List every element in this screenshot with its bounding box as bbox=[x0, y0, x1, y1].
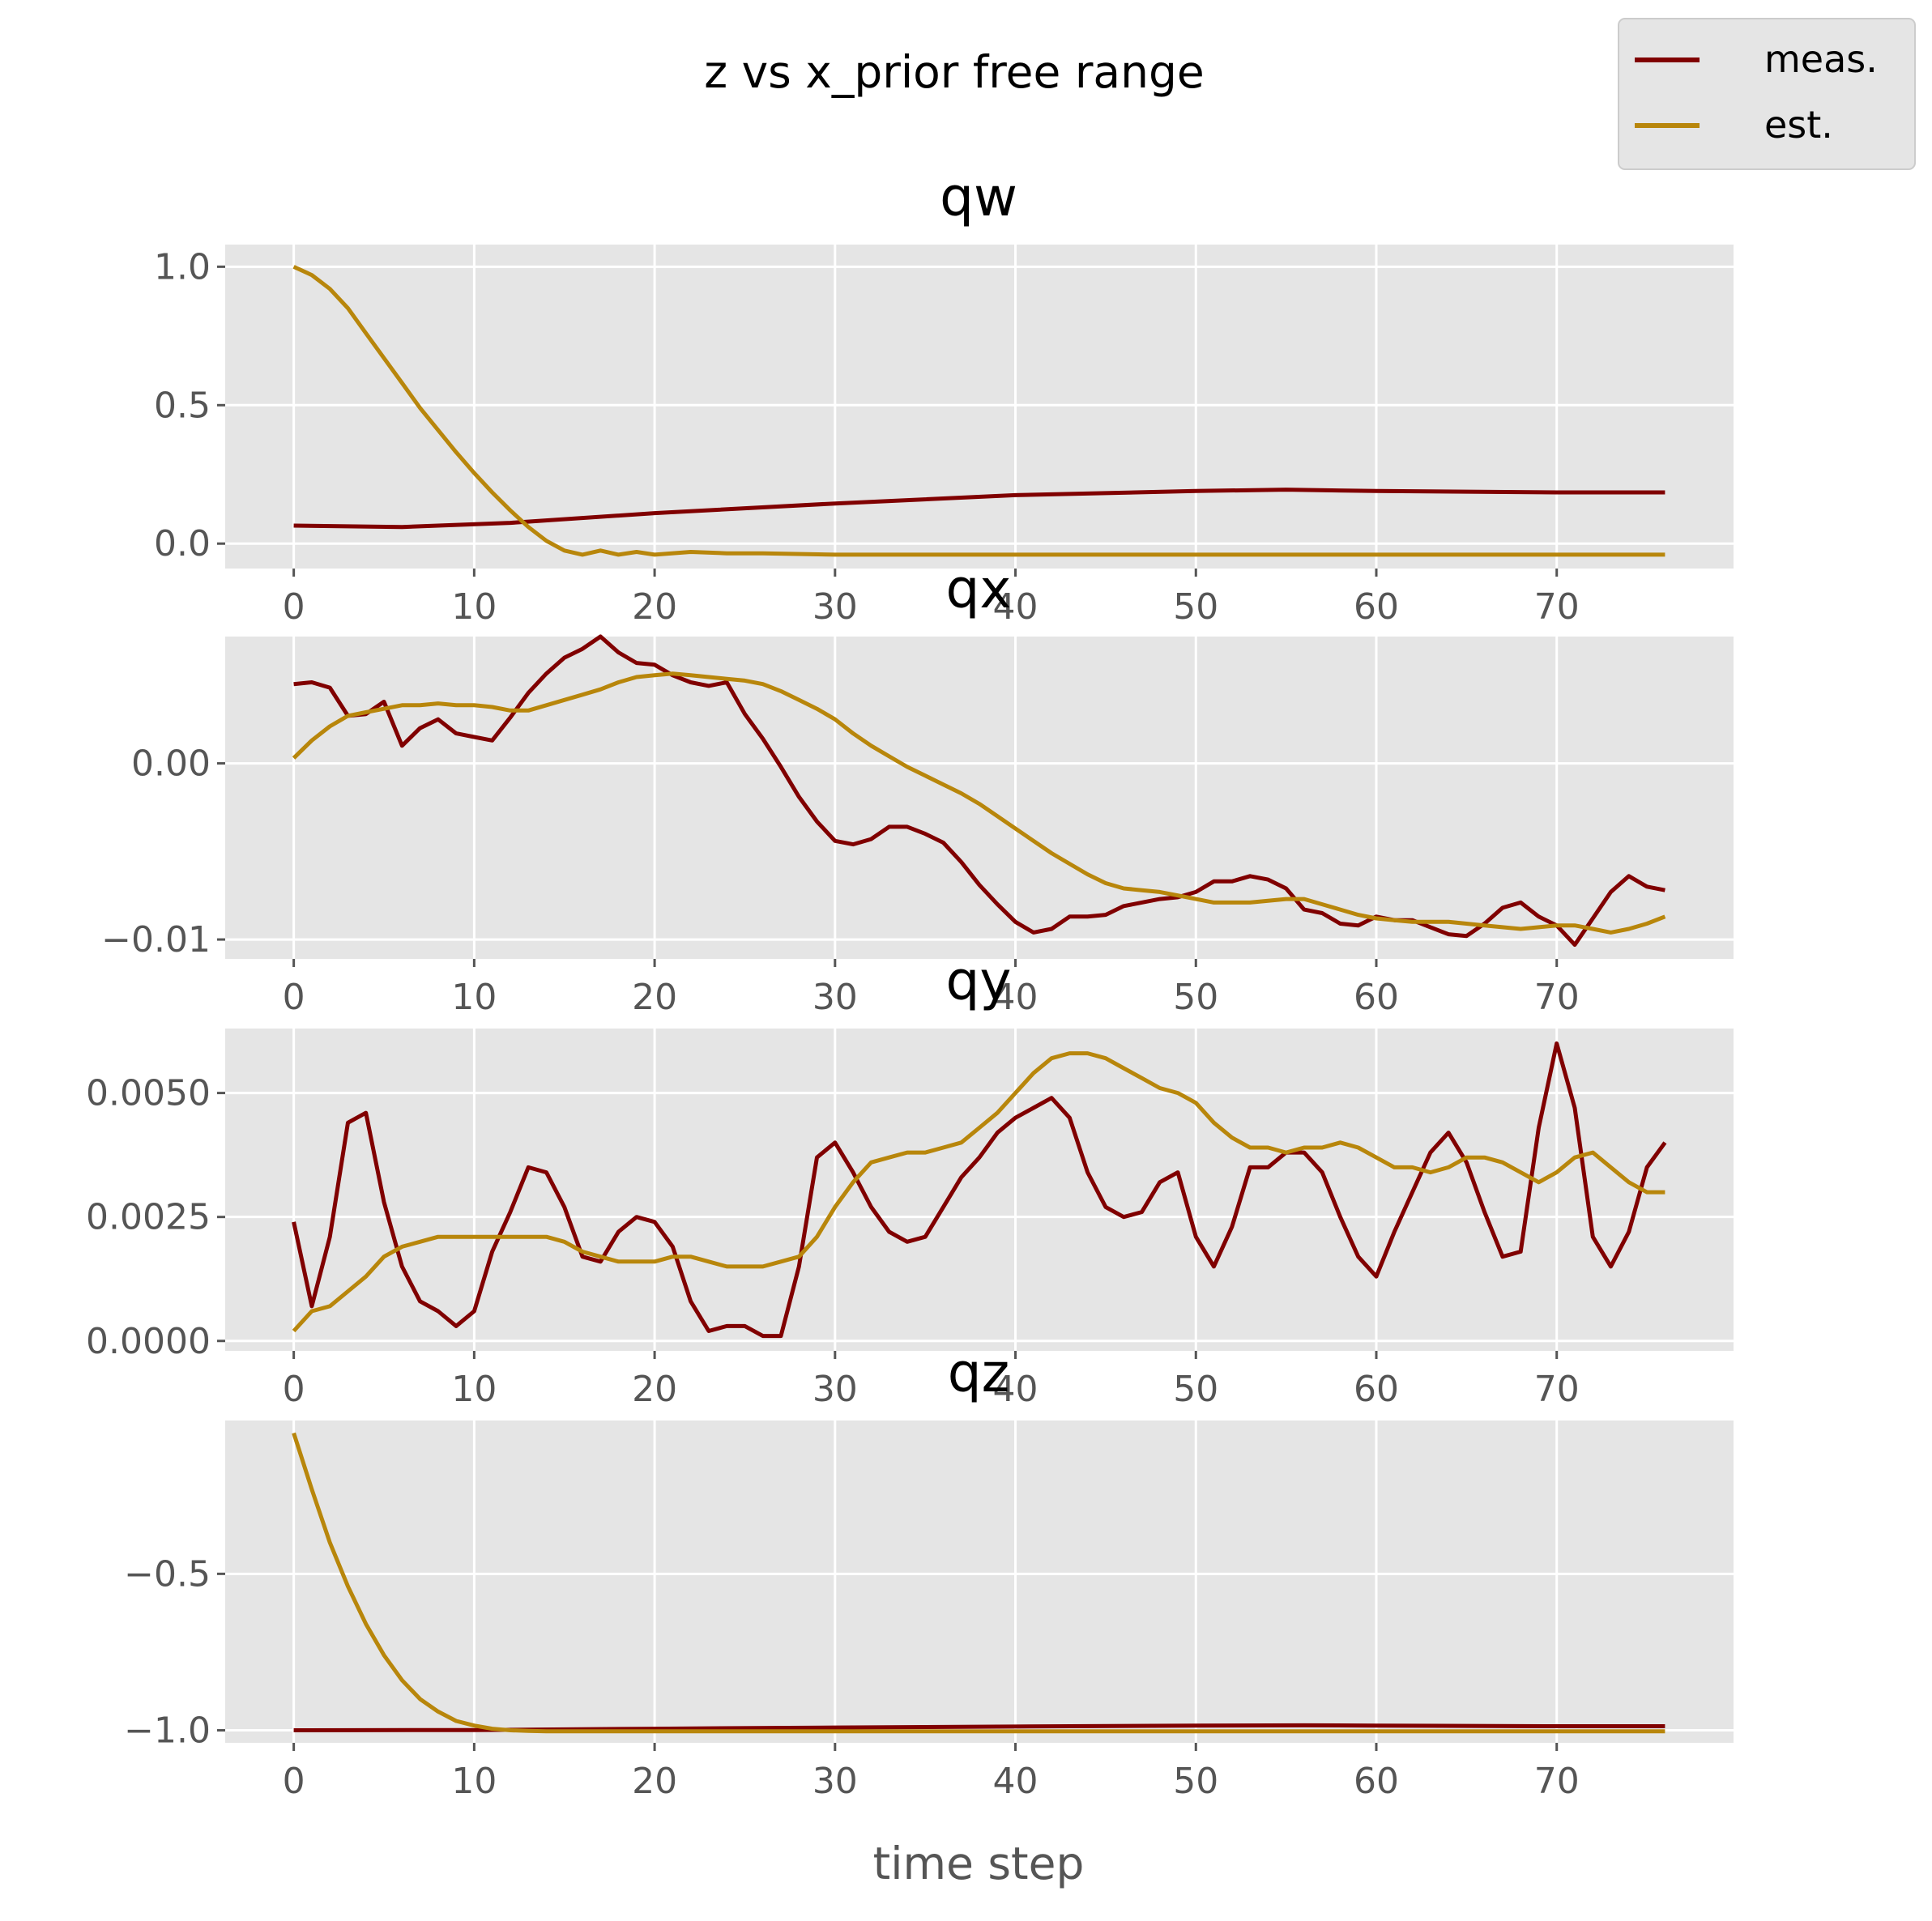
x-tick-label: 30 bbox=[812, 1761, 858, 1802]
y-tick-label: 0.0025 bbox=[86, 1197, 211, 1238]
x-tick-label: 60 bbox=[1354, 1369, 1399, 1410]
subplot-title: qy bbox=[946, 950, 1012, 1012]
subplot-title: qz bbox=[948, 1342, 1010, 1404]
x-tick-label: 50 bbox=[1173, 1369, 1218, 1410]
y-tick-label: −0.01 bbox=[101, 919, 211, 960]
x-tick-label: 40 bbox=[993, 977, 1039, 1018]
plot-background bbox=[225, 637, 1734, 959]
figure-title: z vs x_prior free range bbox=[704, 46, 1205, 98]
x-tick-label: 30 bbox=[812, 977, 858, 1018]
panel-qx: 0 10 20 30 40 50 60 70 0.00 −0.01 qx bbox=[101, 558, 1734, 1018]
legend: meas. est. bbox=[1618, 18, 1916, 170]
x-tick-label: 0 bbox=[283, 586, 305, 628]
legend-meas-label: meas. bbox=[1764, 37, 1878, 81]
x-tick-label: 60 bbox=[1354, 586, 1399, 628]
subplot-title: qw bbox=[940, 166, 1017, 228]
series-est-line bbox=[292, 1432, 1665, 1734]
x-tick-label: 60 bbox=[1354, 1761, 1399, 1802]
x-tick-label: 50 bbox=[1173, 586, 1218, 628]
x-tick-label: 20 bbox=[632, 1761, 677, 1802]
plot-background bbox=[225, 1421, 1734, 1743]
x-tick-label: 70 bbox=[1534, 586, 1580, 628]
y-tick-label: 0.0000 bbox=[86, 1321, 211, 1362]
x-tick-label: 60 bbox=[1354, 977, 1399, 1018]
x-tick-label: 10 bbox=[451, 977, 497, 1018]
y-tick-label: 1.0 bbox=[154, 246, 211, 288]
x-tick-label: 20 bbox=[632, 586, 677, 628]
x-tick-label: 40 bbox=[993, 1761, 1039, 1802]
subplot-title: qx bbox=[946, 558, 1012, 620]
x-axis-label: time step bbox=[873, 1838, 1085, 1889]
x-tick-label: 70 bbox=[1534, 977, 1580, 1018]
y-tick-label: −1.0 bbox=[124, 1710, 211, 1752]
x-tick-label: 50 bbox=[1173, 1761, 1218, 1802]
panel-qy: 0 10 20 30 40 50 60 70 0.0000 0.0025 0.0050 qy bbox=[86, 950, 1734, 1410]
x-tick-label: 20 bbox=[632, 977, 677, 1018]
y-tick-label: 0.0 bbox=[154, 523, 211, 564]
x-tick-label: 40 bbox=[993, 586, 1039, 628]
panel-qz: 0 10 20 30 40 50 60 70 −0.5 −1.0 qz bbox=[124, 1342, 1734, 1802]
x-tick-label: 0 bbox=[283, 977, 305, 1018]
panel-qw: 0 10 20 30 40 50 60 70 0.0 0.5 1.0 qw bbox=[154, 166, 1734, 628]
x-tick-label: 10 bbox=[451, 1369, 497, 1410]
series-meas-line bbox=[292, 1041, 1667, 1339]
series-est-line bbox=[292, 671, 1666, 935]
series-meas-line bbox=[293, 634, 1665, 948]
x-tick-label: 50 bbox=[1173, 977, 1218, 1018]
x-tick-label: 70 bbox=[1534, 1369, 1580, 1410]
series-meas-line bbox=[293, 488, 1665, 530]
series-est-line bbox=[292, 265, 1665, 557]
legend-est-label: est. bbox=[1764, 103, 1833, 147]
x-tick-label: 30 bbox=[812, 1369, 858, 1410]
y-tick-label: 0.5 bbox=[154, 385, 211, 426]
x-tick-label: 10 bbox=[451, 1761, 497, 1802]
x-tick-label: 0 bbox=[283, 1761, 305, 1802]
x-tick-label: 20 bbox=[632, 1369, 677, 1410]
x-tick-label: 0 bbox=[283, 1369, 305, 1410]
x-tick-label: 30 bbox=[812, 586, 858, 628]
x-tick-label: 40 bbox=[993, 1369, 1039, 1410]
series-est-line bbox=[292, 1051, 1665, 1333]
y-tick-label: 0.0050 bbox=[86, 1073, 211, 1114]
plot-background bbox=[225, 1029, 1734, 1351]
y-tick-label: 0.00 bbox=[131, 743, 211, 785]
plot-background bbox=[225, 245, 1734, 569]
y-tick-label: −0.5 bbox=[124, 1553, 211, 1595]
x-tick-label: 70 bbox=[1534, 1761, 1580, 1802]
x-tick-label: 10 bbox=[451, 586, 497, 628]
panels: 0 10 20 30 40 50 60 70 0.0 0.5 1.0 qw 0 10 20 30 40 50 60 7… bbox=[86, 166, 1734, 1802]
legend-box bbox=[1618, 18, 1916, 170]
